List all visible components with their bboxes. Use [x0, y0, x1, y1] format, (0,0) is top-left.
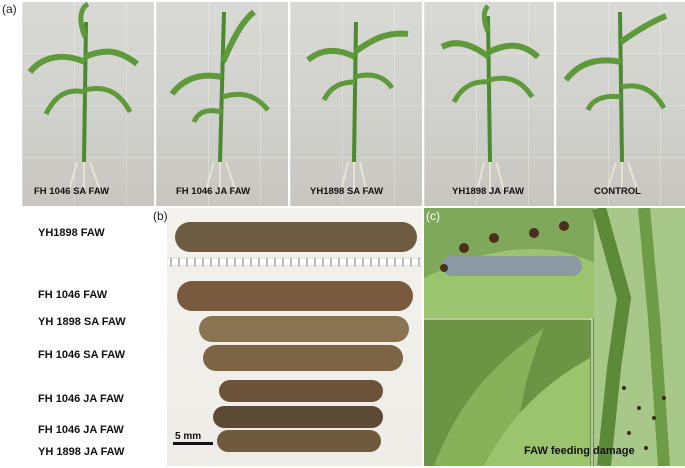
maize-plant-image [27, 2, 139, 192]
larvae-photo: 5 mm [167, 208, 422, 466]
maize-plant-image [169, 9, 270, 194]
larva-label: YH 1898 SA FAW [38, 316, 126, 328]
plant-photo-1: FH 1046 SA FAW [22, 2, 154, 206]
panel-c-letter: (c) [426, 209, 440, 223]
feeding-damage-photo: FAW feeding damage [424, 208, 685, 466]
plant-photo-5: CONTROL [556, 2, 685, 206]
plant-caption: CONTROL [594, 186, 641, 197]
larva-label: FH 1046 JA FAW [38, 393, 124, 405]
larva-label: FH 1046 FAW [38, 289, 108, 301]
plant-caption: FH 1046 SA FAW [34, 186, 110, 197]
panel-a-letter: (a) [2, 2, 17, 16]
maize-plant-image [563, 11, 668, 194]
maize-plant-image [440, 4, 541, 192]
plant-caption: FH 1046 JA FAW [176, 186, 251, 197]
larvae-image [167, 222, 422, 452]
larva-label: FH 1046 SA FAW [38, 349, 126, 361]
feeding-damage-caption: FAW feeding damage [524, 445, 635, 457]
scale-bar-label: 5 mm [175, 431, 202, 442]
plant-caption: YH1898 SA FAW [310, 186, 384, 197]
larva-label: YH1898 FAW [38, 227, 105, 239]
feeding-damage-image [424, 208, 685, 466]
panel-b-letter: (b) [153, 209, 168, 223]
larva-label: FH 1046 JA FAW [38, 424, 124, 436]
maize-plant-image [306, 21, 409, 192]
plant-photo-3: YH1898 SA FAW [290, 2, 422, 206]
plant-caption: YH1898 JA FAW [452, 186, 524, 197]
plant-photo-4: YH1898 JA FAW [424, 2, 554, 206]
larva-label: YH 1898 JA FAW [38, 446, 125, 458]
plant-photo-2: FH 1046 JA FAW [156, 2, 288, 206]
